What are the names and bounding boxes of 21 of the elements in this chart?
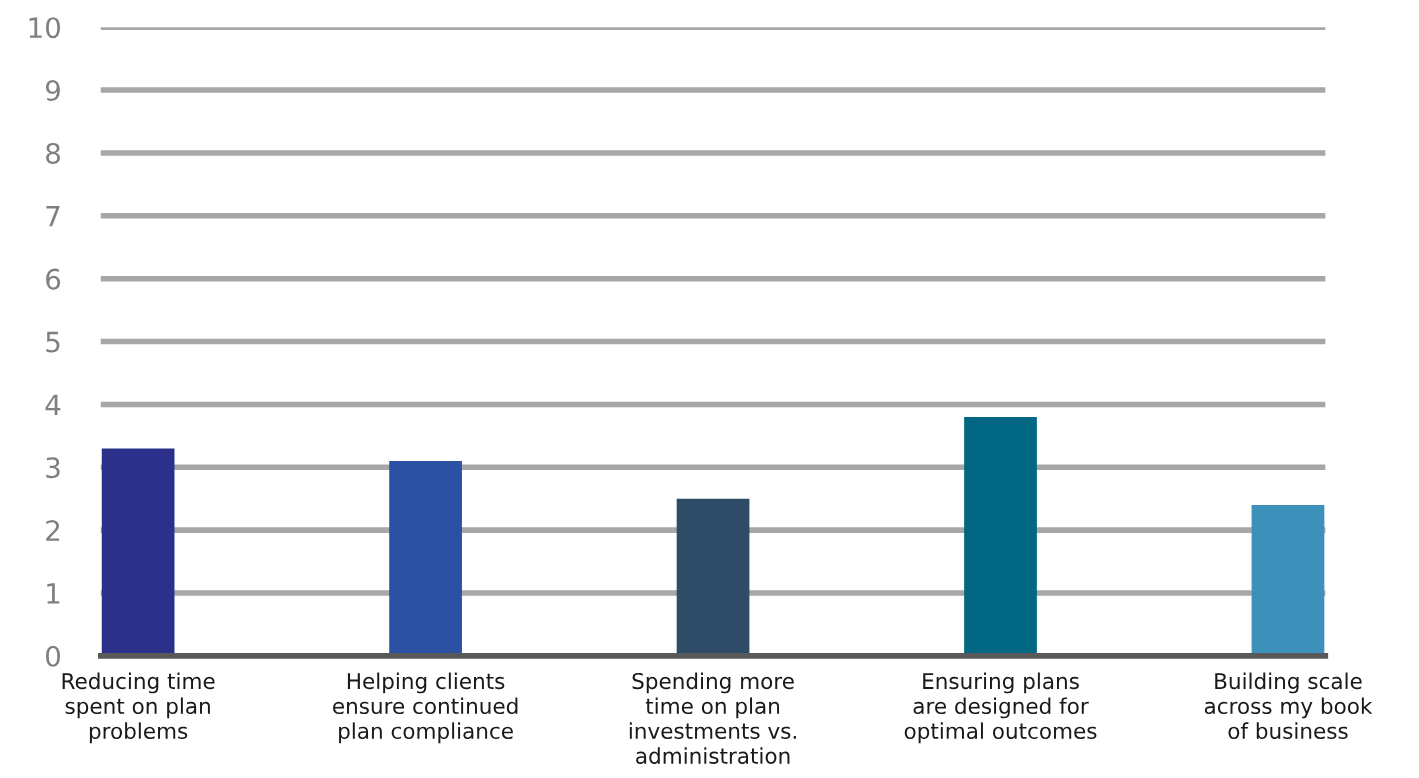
y-tick-label: 5 — [46, 331, 60, 353]
y-tick-label: 4 — [45, 394, 61, 415]
bar — [964, 416, 1037, 656]
bar — [101, 448, 175, 656]
y-tick-label: 7 — [46, 206, 60, 227]
y-tick-label: 1 — [47, 583, 60, 604]
x-tick-label: Helping clients ensure continued plan compliance — [333, 672, 518, 744]
y-tick-label: 0 — [46, 645, 61, 667]
y-tick-label: 9 — [45, 80, 60, 102]
x-tick-label: Building scale across my book of business — [1204, 672, 1373, 740]
y-tick-label: 8 — [46, 142, 60, 164]
bar — [389, 460, 462, 656]
x-tick-label: Reducing time spent on plan problems — [62, 672, 215, 744]
x-tick-label: Spending more time on plan investments vs. administration — [629, 672, 796, 764]
y-tick-label: 2 — [46, 520, 60, 541]
x-tick-label: Ensuring plans are designed for optimal outcomes — [904, 672, 1097, 744]
y-tick-label: 10 — [29, 17, 61, 39]
bar — [676, 498, 750, 656]
bar — [1251, 504, 1325, 656]
y-tick-label: 6 — [46, 268, 61, 290]
y-tick-label: 3 — [46, 457, 60, 479]
